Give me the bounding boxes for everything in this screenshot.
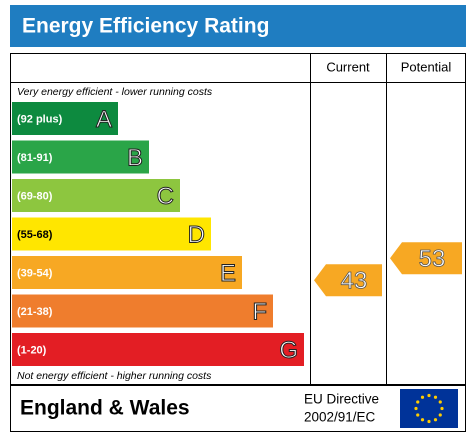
star [414,406,418,411]
eu-flag [400,389,458,428]
directive: EU Directive [304,392,379,407]
column-header: Potential [401,59,452,74]
star [440,406,444,411]
band-bar [12,333,304,366]
band-letter: F [252,298,267,325]
chart-title: Energy Efficiency Rating [22,15,269,38]
band-letter: A [96,106,112,133]
band-range: (69-80) [17,190,53,202]
band-bar [12,217,211,251]
band-range: (39-54) [17,267,53,279]
rating-arrow [390,242,462,275]
band-letter: C [157,183,174,210]
star [416,413,420,417]
star [416,400,420,404]
column-header: Current [326,59,370,74]
star [420,418,425,422]
band-range: (1-20) [17,344,47,356]
band-bar [12,140,149,174]
rating-value: 43 [341,268,368,295]
band-range: (81-91) [17,152,53,164]
rating-arrow [314,264,382,297]
band-letter: B [127,144,143,171]
title-bar [10,5,466,47]
band-letter: D [188,221,205,248]
star [438,400,442,404]
top-note: Very energy efficient - lower running co… [17,86,213,98]
star [427,419,431,424]
star [433,418,438,422]
band-letter: E [220,260,236,287]
star [420,395,425,399]
footer-frame [10,385,466,432]
star [438,413,442,417]
band-bar [12,102,118,135]
bottom-note: Not energy efficient - higher running co… [17,370,212,382]
band-range: (55-68) [17,229,53,241]
band-letter: G [279,337,298,364]
rating-value: 53 [419,246,446,273]
band-bar [12,256,242,289]
directive: 2002/91/EC [304,410,376,425]
band-bar [12,294,273,328]
star [433,395,438,399]
band-bar [12,179,180,212]
band-range: (92 plus) [17,113,63,125]
star [427,393,431,398]
frame [10,53,466,385]
band-range: (21-38) [17,306,53,318]
region: England & Wales [20,397,190,420]
